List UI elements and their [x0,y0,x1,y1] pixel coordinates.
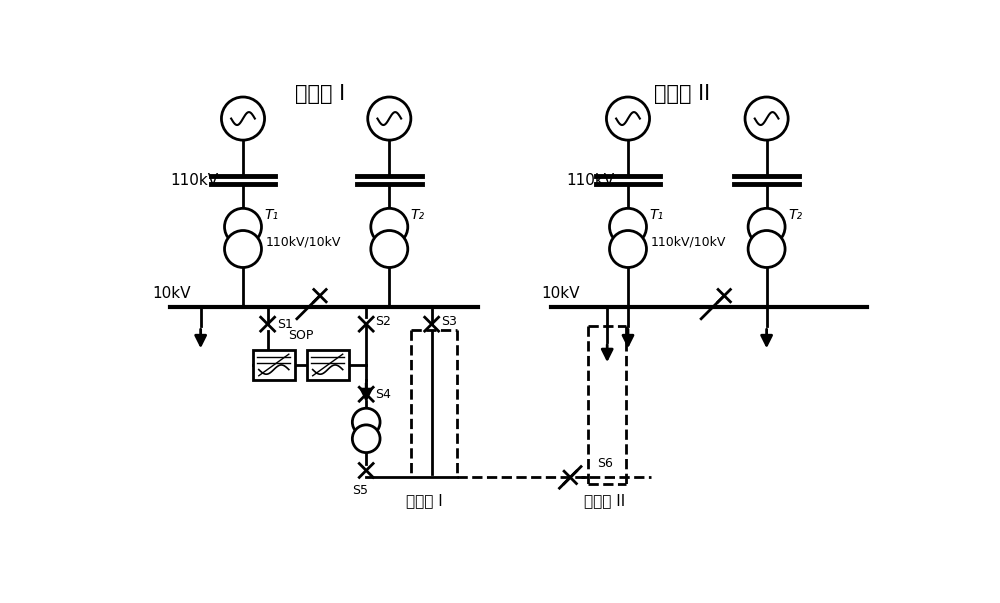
Text: S5: S5 [352,484,368,497]
Bar [253,350,295,380]
Circle shape [352,425,380,453]
Circle shape [225,209,261,245]
Circle shape [610,230,646,268]
Text: 110kV/10kV: 110kV/10kV [651,235,726,248]
Text: S6: S6 [597,457,613,470]
Circle shape [371,230,408,268]
Text: 110kV: 110kV [566,172,615,188]
Bar [307,350,349,380]
Text: T₂: T₂ [411,208,425,222]
Text: 架空线 I: 架空线 I [406,493,442,508]
Text: 架空线 II: 架空线 II [584,493,626,508]
Text: 10kV: 10kV [152,286,191,301]
Text: S2: S2 [375,315,391,327]
Text: S1: S1 [277,318,293,330]
Text: SOP: SOP [288,329,313,342]
Circle shape [610,209,646,245]
Circle shape [225,230,261,268]
Text: T₁: T₁ [265,208,279,222]
Text: 110kV: 110kV [170,172,218,188]
Text: 变电站 II: 变电站 II [654,84,710,104]
Circle shape [371,209,408,245]
Circle shape [748,230,785,268]
Text: S3: S3 [441,315,457,327]
Text: T₁: T₁ [650,208,664,222]
Circle shape [352,408,380,436]
Text: S4: S4 [375,388,391,401]
Text: 变电站 I: 变电站 I [295,84,345,104]
Text: T₂: T₂ [788,208,802,222]
Text: 110kV/10kV: 110kV/10kV [266,235,341,248]
Circle shape [748,209,785,245]
Text: 10kV: 10kV [542,286,580,301]
